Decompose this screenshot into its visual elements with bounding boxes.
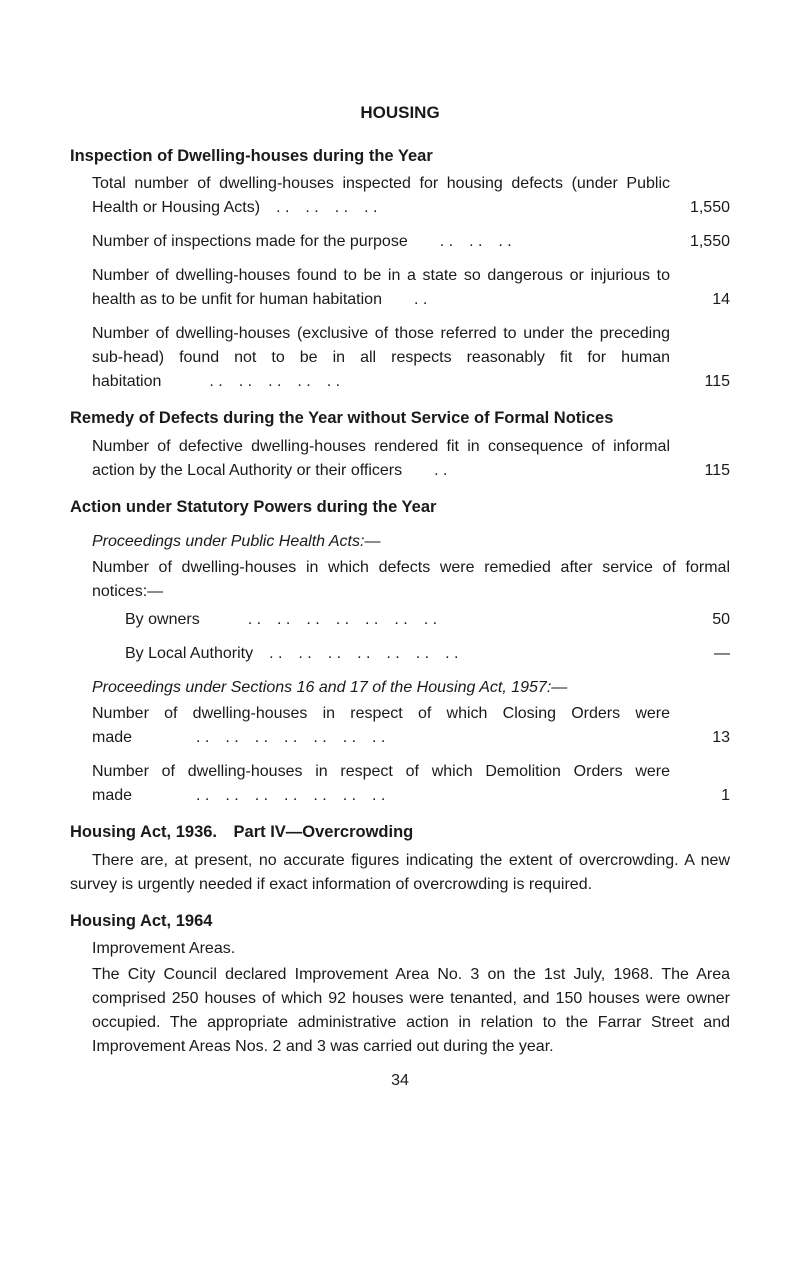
entry-text: Number of defective dwelling-houses rend…	[92, 435, 670, 483]
entry-row: Number of dwelling-houses found to be in…	[92, 264, 730, 312]
page-number: 34	[70, 1069, 730, 1093]
entry-text: Number of dwelling-houses in respect of …	[92, 760, 670, 808]
entry-row: By owners . . . . . . . . . . . . . . 50	[125, 608, 730, 632]
entry-text: By owners . . . . . . . . . . . . . .	[125, 608, 670, 632]
section1-heading: Inspection of Dwelling-houses during the…	[70, 144, 730, 169]
entry-row: Number of inspections made for the purpo…	[92, 230, 730, 254]
section2-heading: Remedy of Defects during the Year withou…	[70, 406, 730, 431]
entry-value: 1,550	[670, 196, 730, 220]
entry-value: 115	[670, 459, 730, 483]
proceedings-subhead: Proceedings under Public Health Acts:—	[92, 530, 730, 554]
body-paragraph: The City Council declared Improvement Ar…	[92, 963, 730, 1059]
entry-row: Number of dwelling-houses in respect of …	[92, 760, 730, 808]
section3-heading: Action under Statutory Powers during the…	[70, 495, 730, 520]
entry-value: 115	[670, 370, 730, 394]
entry-value: 13	[670, 726, 730, 750]
entry-row: Number of dwelling-houses in respect of …	[92, 702, 730, 750]
page-title: HOUSING	[70, 100, 730, 126]
entry-value: 50	[670, 608, 730, 632]
sub-line: Improvement Areas.	[92, 937, 730, 961]
entry-text: Number of dwelling-houses in respect of …	[92, 702, 670, 750]
entry-text: Number of dwelling-houses (exclusive of …	[92, 322, 670, 394]
proceedings-subhead: Proceedings under Sections 16 and 17 of …	[92, 676, 730, 700]
entry-row: By Local Authority . . . . . . . . . . .…	[125, 642, 730, 666]
entry-text: Number of dwelling-houses found to be in…	[92, 264, 670, 312]
entry-row: Number of dwelling-houses (exclusive of …	[92, 322, 730, 394]
section4-heading: Housing Act, 1936. Part IV—Overcrowding	[70, 820, 730, 845]
entry-text: By Local Authority . . . . . . . . . . .…	[125, 642, 670, 666]
entry-value: 1,550	[670, 230, 730, 254]
entry-text: Number of inspections made for the purpo…	[92, 230, 670, 254]
section5-heading: Housing Act, 1964	[70, 909, 730, 934]
entry-value: —	[670, 642, 730, 666]
entry-row: Number of defective dwelling-houses rend…	[92, 435, 730, 483]
body-line: Number of dwelling-houses in which defec…	[92, 556, 730, 604]
entry-text: Total number of dwelling-houses inspecte…	[92, 172, 670, 220]
entry-row: Total number of dwelling-houses inspecte…	[92, 172, 730, 220]
entry-value: 1	[670, 784, 730, 808]
entry-value: 14	[670, 288, 730, 312]
body-paragraph: There are, at present, no accurate figur…	[70, 849, 730, 897]
